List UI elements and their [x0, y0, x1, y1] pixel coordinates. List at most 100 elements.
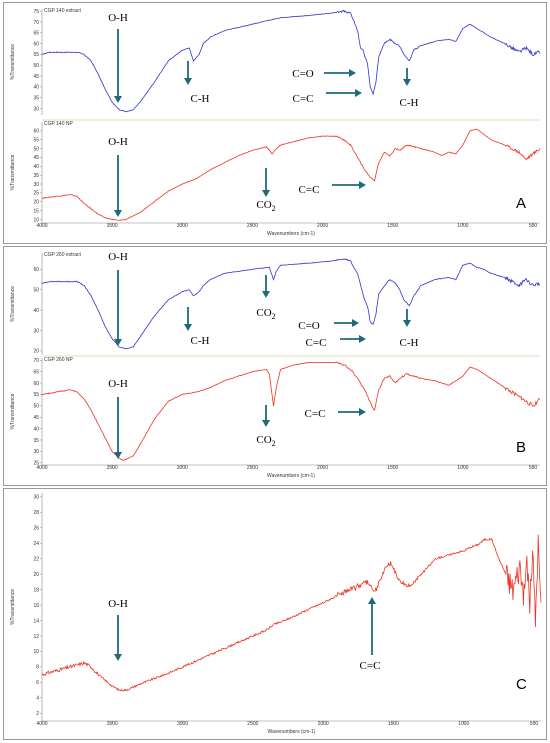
x-tick-label: 2000 — [318, 721, 329, 727]
spectrum-line — [41, 361, 541, 461]
annotation-co2: CO2 — [256, 405, 276, 448]
y-tick-label: 25 — [33, 461, 39, 467]
y-tick-label: 60 — [33, 267, 39, 273]
spectrum-line — [41, 128, 541, 221]
y-tick-label: 35 — [33, 95, 39, 101]
panel-label: B — [516, 439, 526, 456]
y-tick-label: 30 — [33, 106, 39, 112]
y-tick-label: 60 — [33, 129, 39, 135]
y-tick-label: 6 — [36, 680, 39, 686]
y-tick-label: 70 — [33, 358, 39, 364]
x-tick-label: 1000 — [458, 721, 469, 727]
y-tick-label: 45 — [33, 74, 39, 80]
annotation-label: C=O — [292, 68, 314, 80]
annotation-label: CO2 — [256, 307, 275, 321]
y-tick-label: 70 — [33, 20, 39, 26]
y-axis-label: %Transmittance — [10, 44, 16, 80]
y-tick-label: 28 — [33, 510, 39, 516]
y-axis-label: %Transmittance — [10, 286, 16, 322]
y-tick-label: 14 — [33, 618, 39, 624]
annotation-ch: C-H — [184, 61, 210, 105]
y-tick-label: 65 — [33, 31, 39, 37]
annotation-oh: O-H — [108, 12, 128, 103]
y-tick-label: 35 — [33, 438, 39, 444]
y-axis-label: %Transmittance — [10, 589, 16, 625]
spectrum-line — [41, 258, 541, 350]
x-tick-label: 2000 — [317, 465, 328, 471]
panel-label: C — [516, 676, 527, 693]
y-tick-label: 40 — [33, 85, 39, 91]
y-tick-label: 30 — [33, 182, 39, 188]
panel-label: A — [516, 195, 526, 212]
x-tick-label: 2500 — [247, 223, 258, 229]
y-tick-label: 4 — [36, 696, 39, 702]
y-tick-label: 20 — [33, 572, 39, 578]
annotation-cc: C=C — [360, 597, 381, 672]
annotation-label: C-H — [191, 93, 210, 105]
x-tick-label: 2000 — [317, 223, 328, 229]
x-tick-label: 4000 — [36, 721, 47, 727]
series-name-label: CGP 260 NP — [44, 357, 73, 363]
x-tick-label: 2500 — [247, 465, 258, 471]
x-tick-label: 1000 — [457, 223, 468, 229]
y-tick-label: 50 — [33, 146, 39, 152]
panel-c-chart: 24681012141618202224262830%Transmittance… — [10, 493, 542, 735]
annotation-oh: O-H — [108, 378, 128, 459]
y-tick-label: 30 — [33, 495, 39, 501]
annotation-label: C=O — [298, 320, 320, 332]
y-tick-label: 60 — [33, 41, 39, 47]
y-tick-label: 10 — [33, 649, 39, 655]
annotation-label: C=C — [305, 408, 326, 420]
annotation-oh: O-H — [108, 251, 128, 346]
annotation-label: CO2 — [256, 434, 275, 448]
x-tick-label: 1500 — [388, 721, 399, 727]
y-tick-label: 18 — [33, 587, 39, 593]
annotation-cc: C=C — [305, 408, 366, 420]
annotation-oh: O-H — [108, 136, 128, 217]
annotation-label: CO2 — [256, 199, 275, 213]
annotation-cc: C=C — [306, 335, 366, 349]
y-tick-label: 20 — [33, 200, 39, 206]
x-axis-label: Wavenumbers (cm-1) — [267, 231, 315, 237]
annotation-label: C=C — [360, 660, 381, 672]
spectrum-line — [41, 534, 542, 692]
y-tick-label: 50 — [33, 404, 39, 410]
panel-a: 30 35 40 45 50 55 60 65 70 75 %Transmittance CGP 14… — [3, 2, 547, 244]
y-tick-label: 40 — [33, 164, 39, 170]
series-name-label: CGP 140 NP — [44, 121, 73, 127]
y-tick-label: 40 — [33, 308, 39, 314]
y-tick-label: 50 — [33, 288, 39, 294]
y-tick-label: 15 — [33, 208, 39, 214]
y-tick-label: 22 — [33, 556, 39, 562]
panel-b-plot: 20 30 40 50 60 %Transmittance CGP 260 extract 2… — [10, 252, 541, 479]
y-tick-label: 25 — [33, 191, 39, 197]
panel-c-plot: 24681012141618202224262830%Transmittance… — [10, 493, 542, 735]
x-tick-label: 3000 — [177, 223, 188, 229]
y-axis-label: %Transmittance — [10, 393, 16, 429]
annotation-label: O-H — [108, 251, 128, 263]
x-tick-label: 3500 — [107, 223, 118, 229]
y-tick-label: 50 — [33, 63, 39, 69]
annotation-ch: C-H — [400, 309, 419, 349]
x-tick-label: 3500 — [107, 721, 118, 727]
x-tick-label: 3500 — [107, 465, 118, 471]
panel-a-plot: 30 35 40 45 50 55 60 65 70 75 %Transmittance CGP 14… — [10, 8, 541, 237]
panel-c: 2 4 6 8 10 12 14 16 18 20 22 24 26 28 30 %Transmittance… — [3, 488, 547, 740]
y-tick-label: 45 — [33, 155, 39, 161]
annotation-label: C-H — [191, 335, 210, 347]
y-axis-label: %Transmittance — [10, 154, 16, 190]
series-name-label: CGP 140 extract — [44, 8, 81, 14]
annotation-co2: CO2 — [256, 275, 276, 321]
y-tick-label: 60 — [33, 381, 39, 387]
y-tick-label: 30 — [33, 449, 39, 455]
annotation-co: C=O — [292, 68, 356, 80]
y-tick-label: 40 — [33, 426, 39, 432]
y-tick-label: 8 — [36, 665, 39, 671]
annotation-label: O-H — [108, 378, 128, 390]
y-tick-label: 26 — [33, 526, 39, 532]
y-tick-label: 16 — [33, 603, 39, 609]
annotation-ch: C-H — [184, 307, 210, 347]
y-tick-label: 45 — [33, 415, 39, 421]
annotation-co2: CO2 — [256, 168, 276, 213]
y-tick-label: 65 — [33, 369, 39, 375]
